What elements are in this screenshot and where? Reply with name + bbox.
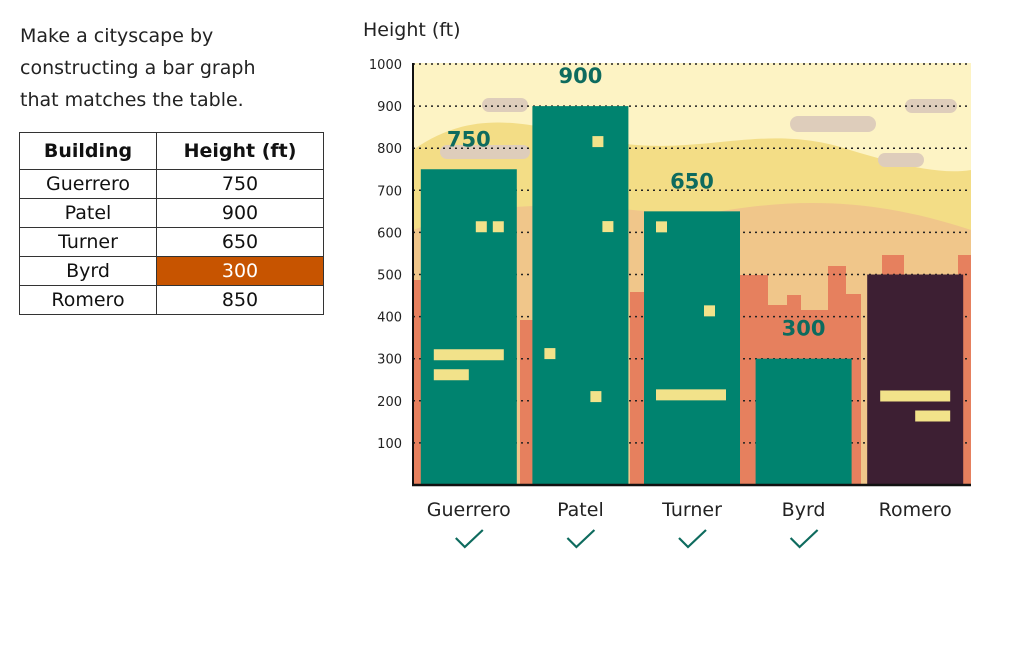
x-tick-label: Turner [661,499,722,521]
header-building: Building [19,132,157,170]
bar-window [915,410,951,422]
data-label: 650 [670,169,714,193]
bar-romero[interactable] [867,274,964,486]
table-header-row: Building Height (ft) [19,132,324,170]
check-icon [566,529,596,549]
instructions-text: Make a cityscape by constructing a bar g… [20,25,256,111]
bar-window [433,369,469,381]
table-row: Turner 650 [19,227,324,257]
cell-building: Turner [19,227,157,257]
bar-window [880,390,951,402]
cell-building: Romero [19,285,157,315]
bar-window [656,221,667,233]
bar-window [475,221,487,233]
x-tick-label: Byrd [782,499,826,521]
cell-height: 750 [156,169,324,199]
table-row: Byrd 300 [19,256,324,286]
bar-guerrero[interactable] [420,169,517,485]
data-label: 900 [558,64,602,88]
y-tick-label: 1000 [369,58,402,73]
bar-patel[interactable] [532,106,629,485]
y-tick-label: 600 [377,226,402,241]
bars[interactable]: 750 900 650 300 [420,64,964,486]
table-row: Guerrero 750 [19,169,324,199]
y-tick-label: 400 [377,311,402,326]
x-tick-label: Patel [557,499,604,521]
y-tick-label: 500 [377,269,402,284]
bar-window [433,349,504,361]
y-axis-label: Height (ft) [363,19,460,41]
table-row: Patel 900 [19,198,324,228]
bar-window [704,305,715,317]
y-axis-ticks: 100 200 300 400 500 600 700 800 900 1000 [369,58,402,452]
x-tick-label: Romero [879,499,952,521]
bar-window [590,391,602,403]
checkmarks [455,529,819,549]
y-tick-label: 100 [377,437,402,452]
x-tick-label: Guerrero [427,499,511,521]
y-tick-label: 200 [377,395,402,410]
y-tick-label: 700 [377,184,402,199]
cell-building: Byrd [19,256,157,286]
bar-window [656,389,726,401]
bar-window [492,221,504,233]
cell-building: Patel [19,198,157,228]
cell-height-active: 300 [156,256,324,286]
y-tick-label: 300 [377,353,402,368]
data-table: Building Height (ft) Guerrero 750 Patel … [19,132,324,315]
check-icon [789,529,819,549]
bar-window [544,348,556,360]
bar-byrd[interactable] [755,358,852,485]
y-tick-label: 900 [377,100,402,115]
check-icon [678,529,707,549]
bar-window [592,136,604,148]
y-tick-label: 800 [377,142,402,157]
cell-height: 850 [156,285,324,315]
header-height: Height (ft) [156,132,324,170]
x-axis-labels: Guerrero Patel Turner Byrd Romero [427,499,952,521]
table-row: Romero 850 [19,285,324,315]
bar-turner[interactable] [644,211,740,485]
data-label: 300 [782,317,826,341]
check-icon [455,529,484,549]
data-label: 750 [447,127,491,151]
bar-window [602,221,614,233]
cell-height: 900 [156,198,324,228]
